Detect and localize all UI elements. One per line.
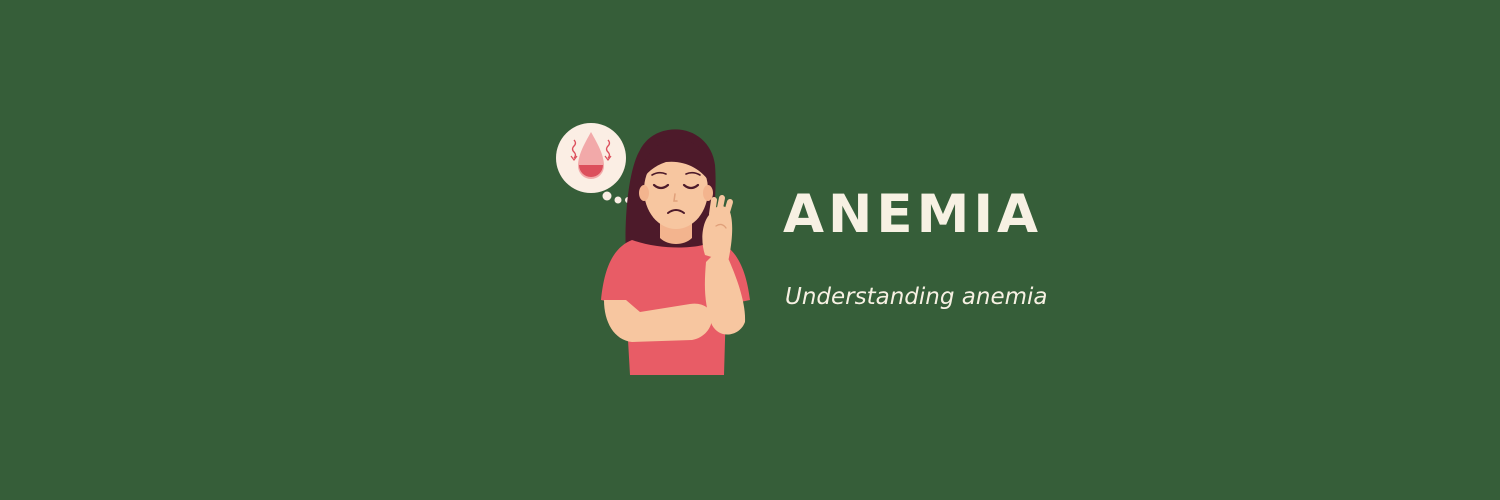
woman-fatigued-icon — [556, 123, 750, 375]
blood-drop-icon — [570, 132, 612, 179]
page-title: ANEMIA — [783, 184, 1043, 245]
page-subtitle: Understanding anemia — [785, 284, 1048, 310]
